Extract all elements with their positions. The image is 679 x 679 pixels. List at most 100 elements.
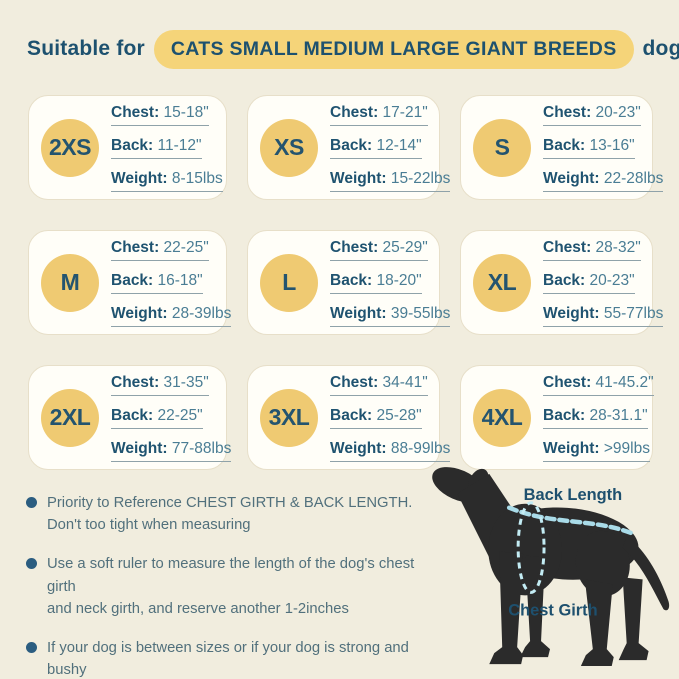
dog-measurement-diagram: Back Length Chest Girth (425, 444, 679, 679)
chest-value: 28-32" (595, 238, 641, 256)
weight-label: Weight: (111, 439, 168, 457)
header-breeds-pill: CATS SMALL MEDIUM LARGE GIANT BREEDS (153, 29, 634, 69)
weight-row: Weight: 22-28lbs (543, 169, 664, 192)
size-badge: 4XL (473, 388, 531, 447)
note-text: If your dog is between sizes or if your … (47, 637, 440, 679)
chest-label: Chest: (111, 238, 160, 256)
weight-row: Weight: 15-22lbs (330, 170, 451, 192)
size-card-2xl: 2XL Chest: 31-35" Back: 22-25" Weight: 7… (28, 365, 232, 470)
note-line: If your dog is between sizes or if your … (47, 639, 409, 679)
bullet-icon (26, 641, 37, 653)
back-value: 22-25" (157, 406, 203, 424)
size-specs: Chest: 20-23" Back: 13-16" Weight: 22-28… (543, 104, 664, 192)
header-suffix: dogs (642, 37, 679, 60)
back-row: Back: 25-28" (330, 407, 422, 429)
back-row: Back: 13-16" (543, 137, 635, 159)
weight-value: 22-28lbs (603, 169, 664, 187)
size-card-l: L Chest: 25-29" Back: 18-20" Weight: 39-… (247, 230, 451, 335)
back-label: Back: (330, 136, 373, 154)
note-item: If your dog is between sizes or if your … (26, 637, 440, 679)
size-specs: Chest: 22-25" Back: 16-18" Weight: 28-39… (111, 238, 232, 327)
size-card-4xl: 4XL Chest: 41-45.2" Back: 28-31.1" Weigh… (460, 365, 654, 470)
size-card-3xl: 3XL Chest: 34-41" Back: 25-28" Weight: 8… (247, 365, 451, 470)
chest-label: Chest: (330, 373, 379, 391)
weight-row: Weight: 28-39lbs (111, 304, 232, 327)
weight-label: Weight: (543, 169, 600, 187)
weight-value: 55-77lbs (603, 304, 664, 322)
back-label: Back: (543, 271, 586, 289)
back-length-label: Back Length (524, 486, 623, 504)
chest-label: Chest: (330, 103, 379, 121)
weight-row: Weight: 39-55lbs (330, 304, 451, 327)
chest-value: 17-21" (382, 103, 428, 121)
back-row: Back: 22-25" (111, 407, 203, 429)
chest-label: Chest: (543, 373, 592, 391)
back-label: Back: (111, 271, 154, 289)
size-specs: Chest: 25-29" Back: 18-20" Weight: 39-55… (330, 239, 451, 327)
note-line: Use a soft ruler to measure the length o… (47, 556, 415, 595)
size-card-s: S Chest: 20-23" Back: 13-16" Weight: 22-… (460, 95, 664, 200)
chest-row: Chest: 20-23" (543, 104, 641, 126)
chest-row: Chest: 17-21" (330, 104, 428, 126)
back-label: Back: (111, 136, 154, 154)
size-card-xs: XS Chest: 17-21" Back: 12-14" Weight: 15… (247, 95, 451, 200)
weight-label: Weight: (330, 439, 387, 457)
chest-value: 34-41" (382, 373, 428, 391)
size-specs: Chest: 41-45.2" Back: 28-31.1" Weight: >… (543, 374, 654, 462)
back-label: Back: (111, 406, 154, 424)
chest-row: Chest: 34-41" (330, 374, 428, 396)
weight-row: Weight: 8-15lbs (111, 170, 223, 192)
size-badge: S (473, 118, 531, 177)
dog-silhouette-illustration: Back Length Chest Girth (432, 467, 670, 667)
size-specs: Chest: 28-32" Back: 20-23" Weight: 55-77… (543, 238, 664, 327)
chest-row: Chest: 41-45.2" (543, 374, 654, 396)
chest-label: Chest: (111, 103, 160, 121)
weight-label: Weight: (330, 304, 387, 322)
chest-girth-measure-line (516, 501, 546, 594)
weight-row: Weight: 77-88lbs (111, 439, 232, 462)
back-label: Back: (330, 406, 373, 424)
chest-label: Chest: (543, 238, 592, 256)
chest-row: Chest: 25-29" (330, 239, 428, 261)
chest-label: Chest: (543, 103, 592, 121)
note-line: Don't too tight when measuring (47, 517, 251, 534)
note-item: Priority to Reference CHEST GIRTH & BACK… (26, 492, 440, 536)
size-badge: M (41, 253, 99, 312)
size-badge: L (260, 253, 318, 312)
weight-value: >99lbs (603, 439, 650, 457)
weight-value: 77-88lbs (171, 439, 232, 457)
back-value: 12-14" (376, 136, 422, 154)
size-badge: 3XL (260, 388, 318, 447)
weight-label: Weight: (111, 169, 168, 187)
weight-value: 88-99lbs (390, 439, 451, 457)
size-badge: 2XS (41, 118, 99, 177)
note-text: Use a soft ruler to measure the length o… (47, 553, 440, 620)
weight-row: Weight: >99lbs (543, 440, 650, 462)
back-label: Back: (330, 271, 373, 289)
weight-label: Weight: (111, 304, 168, 322)
weight-row: Weight: 55-77lbs (543, 304, 664, 327)
back-value: 11-12" (157, 136, 202, 154)
measuring-notes: Priority to Reference CHEST GIRTH & BACK… (26, 492, 440, 679)
chest-value: 41-45.2" (595, 373, 654, 391)
size-card-xl: XL Chest: 28-32" Back: 20-23" Weight: 55… (460, 230, 664, 335)
size-specs: Chest: 31-35" Back: 22-25" Weight: 77-88… (111, 373, 232, 462)
note-item: Use a soft ruler to measure the length o… (26, 553, 440, 620)
weight-row: Weight: 88-99lbs (330, 439, 451, 462)
size-badge: XL (473, 253, 531, 312)
bullet-icon (26, 558, 37, 570)
back-value: 20-23" (589, 271, 635, 289)
size-badge: 2XL (41, 388, 99, 447)
chest-value: 15-18" (163, 103, 209, 121)
header: Suitable for CATS SMALL MEDIUM LARGE GIA… (27, 27, 679, 71)
chest-value: 25-29" (382, 238, 428, 256)
chest-label: Chest: (111, 373, 160, 391)
chest-value: 20-23" (595, 103, 641, 121)
back-value: 25-28" (376, 406, 422, 424)
weight-label: Weight: (543, 304, 600, 322)
size-card-2xs: 2XS Chest: 15-18" Back: 11-12" Weight: 8… (28, 95, 227, 200)
back-value: 28-31.1" (589, 406, 648, 424)
weight-value: 8-15lbs (171, 169, 223, 187)
weight-value: 39-55lbs (390, 304, 451, 322)
size-grid: 2XS Chest: 15-18" Back: 11-12" Weight: 8… (28, 95, 664, 470)
